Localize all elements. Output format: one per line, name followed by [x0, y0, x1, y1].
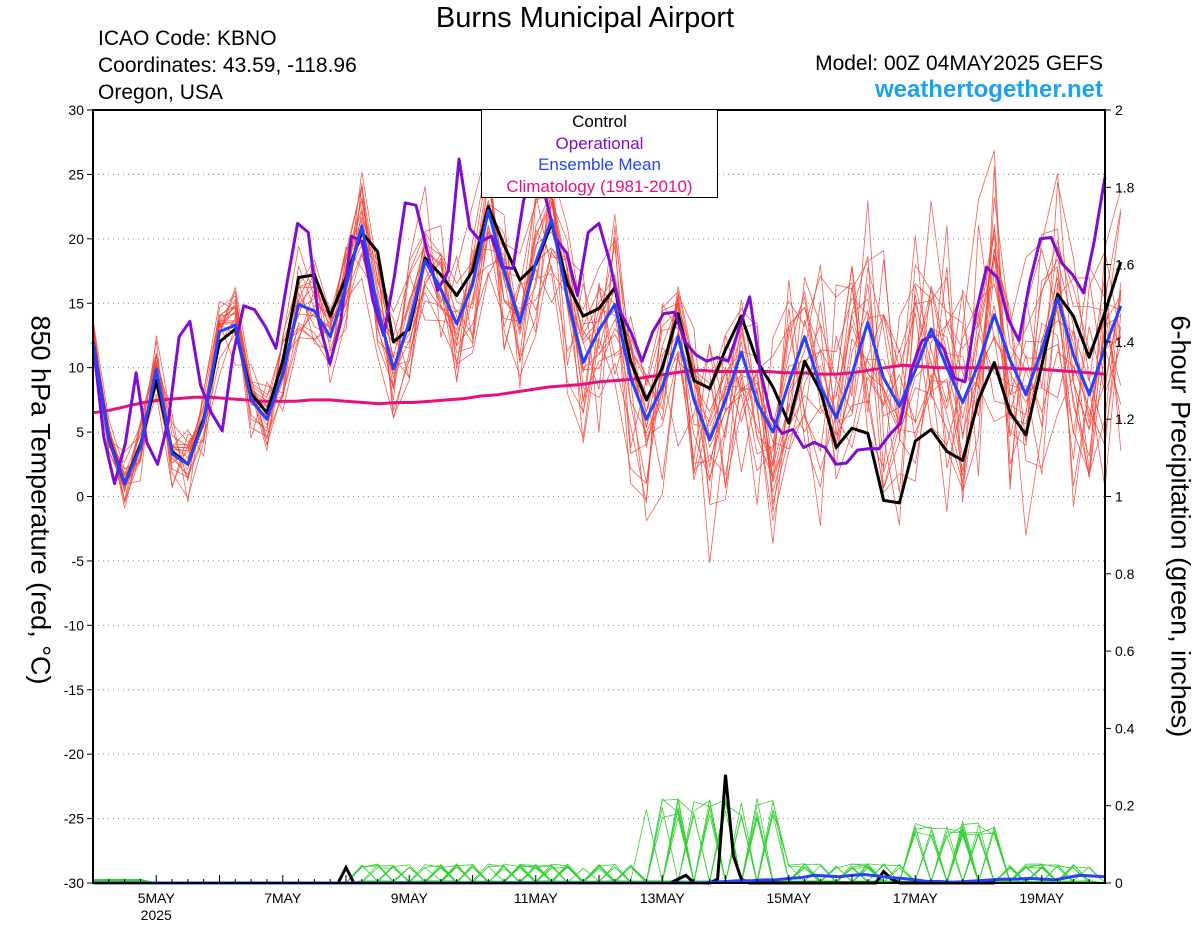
ensemble_mean-line: [91, 209, 1123, 486]
member-precip-line: [92, 801, 1106, 884]
icao-code: ICAO Code: KBNO: [98, 27, 277, 50]
member-temp-line: [92, 162, 1122, 526]
y-axis-right-label: 6-hour Precipitation (green, inches): [1165, 315, 1196, 738]
member-precip-line: [92, 799, 1106, 884]
y-left-tick-label: 20: [68, 231, 84, 247]
y-left-tick-label: 15: [68, 295, 84, 311]
coordinates: Coordinates: 43.59, -118.96: [98, 54, 357, 77]
y-right-tick-label: 2: [1115, 102, 1123, 118]
climatology-line: [92, 363, 1106, 415]
legend-operational: Operational: [555, 133, 644, 153]
member-precip-line: [92, 799, 1106, 884]
y-right-tick-label: 0.6: [1115, 643, 1135, 659]
y-axis-left-label: 850 hPa Temperature (red, °C): [25, 315, 56, 685]
y-left-tick-label: -15: [64, 682, 84, 698]
y-right-tick-label: 0.8: [1115, 566, 1135, 582]
member-temp-line: [92, 171, 1122, 536]
legend-ensemble-mean: Ensemble Mean: [538, 155, 661, 174]
ensemble-members-precipitation: [92, 798, 1106, 884]
x-tick-label: 19MAY: [1019, 890, 1065, 906]
legend: Control Operational Ensemble Mean Climat…: [481, 109, 718, 198]
member-precip-line: [92, 799, 1106, 884]
member-temp-line: [92, 191, 1122, 482]
chart-title: Burns Municipal Airport: [435, 2, 735, 34]
x-tick-label: 5MAY: [138, 890, 176, 906]
location: Oregon, USA: [98, 81, 223, 104]
ensemble-members-temperature: [92, 144, 1122, 564]
y-right-tick-label: 0: [1115, 875, 1123, 891]
member-temp-line: [92, 193, 1122, 499]
member-precip-line: [92, 809, 1106, 884]
member-temp-line: [92, 144, 1122, 564]
x-tick-label: 17MAY: [893, 890, 939, 906]
x-tick-label: 9MAY: [391, 890, 429, 906]
member-precip-line: [92, 798, 1106, 884]
y-left-tick-label: 30: [68, 102, 84, 118]
site-link[interactable]: weathertogether.net: [874, 76, 1103, 103]
member-temp-line: [92, 168, 1122, 503]
x-tick-label: 15MAY: [766, 890, 812, 906]
y-right-tick-label: 1.4: [1115, 334, 1135, 350]
y-left-tick-label: 25: [68, 166, 84, 182]
y-left-tick-label: -30: [64, 875, 84, 891]
y-right-tick-label: 1.2: [1115, 411, 1135, 427]
member-precip-line: [92, 798, 1106, 884]
x-tick-label: 7MAY: [264, 890, 302, 906]
member-precip-line: [92, 799, 1106, 884]
legend-control: Control: [572, 112, 627, 131]
y-left-tick-label: 0: [76, 489, 84, 505]
member-precip-line: [92, 816, 1106, 884]
member-temp-line: [92, 154, 1122, 503]
y-right-tick-label: 0.4: [1115, 720, 1135, 736]
model-run: Model: 00Z 04MAY2025 GEFS: [815, 52, 1103, 75]
legend-climatology: Climatology (1981-2010): [506, 176, 693, 196]
y-right-tick-label: 1.6: [1115, 257, 1135, 273]
y-left-tick-label: -25: [64, 811, 84, 827]
member-precip-line: [92, 798, 1106, 884]
member-precip-line: [92, 800, 1106, 884]
member-temp-line: [92, 196, 1122, 480]
member-precip-line: [92, 798, 1106, 884]
member-precip-line: [92, 798, 1106, 884]
grid-lines: [93, 173, 1105, 820]
y-right-tick-label: 0.2: [1115, 798, 1135, 814]
y-left-tick-label: -20: [64, 746, 84, 762]
main-series-lines: [91, 157, 1123, 885]
y-left-tick-label: -10: [64, 617, 84, 633]
x-tick-label: 13MAY: [640, 890, 686, 906]
x-tick-sublabel: 2025: [141, 907, 172, 923]
y-left-tick-label: 10: [68, 360, 84, 376]
x-tick-label: 11MAY: [514, 890, 558, 906]
y-right-tick-label: 1.8: [1115, 179, 1135, 195]
member-temp-line: [92, 206, 1122, 480]
control-line: [91, 205, 1123, 505]
y-left-tick-label: 5: [76, 424, 84, 440]
member-temp-line: [92, 159, 1122, 544]
member-temp-line: [92, 171, 1122, 521]
y-right-tick-label: 1: [1115, 489, 1123, 505]
y-left-tick-label: -5: [72, 553, 85, 569]
